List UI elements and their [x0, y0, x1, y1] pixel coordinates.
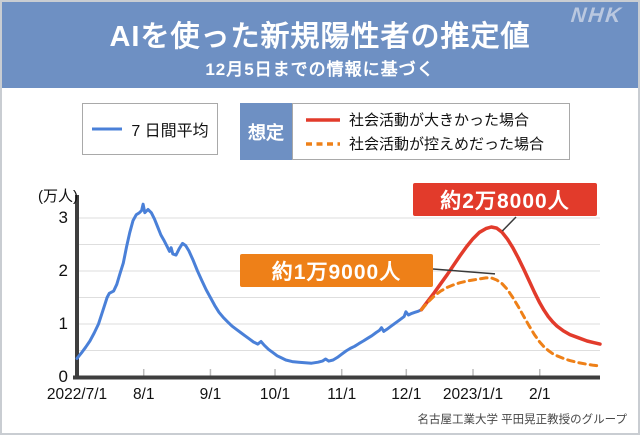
scenario-entries: 社会活動が大きかった場合 社会活動が控えめだった場合: [292, 103, 570, 160]
source-credit: 名古屋工業大学 平田晃正教授のグループ: [417, 414, 627, 426]
annotation-peak-low: 約1万9000人: [240, 254, 433, 287]
blue-line-swatch-icon: [92, 127, 123, 131]
x-tick-label: 2023/1/1: [442, 386, 504, 403]
y-tick-label: 3: [58, 208, 68, 227]
y-axis-unit-label: (万人): [38, 188, 78, 205]
series-line-1: [419, 225, 602, 346]
annotation-peak-high: 約2万8000人: [413, 183, 597, 216]
series-line-0: [75, 202, 423, 365]
orange-dashed-swatch-icon: [306, 141, 340, 146]
scenario-low-label: 社会活動が控えめだった場合: [349, 136, 545, 153]
x-tick-label: 9/1: [199, 386, 222, 403]
y-tick-label: 1: [58, 314, 68, 333]
x-tick-label: 2022/7/1: [46, 386, 108, 403]
x-tick-label: 10/1: [259, 386, 291, 403]
scenario-tag: 想定: [240, 103, 292, 160]
x-tick-label: 2/1: [528, 386, 551, 403]
header-band: AIを使った新規陽性者の推定値 12月5日までの情報に基づく NHK: [2, 2, 638, 88]
x-tick-label: 12/1: [391, 386, 422, 403]
scenario-row-high: 社会活動が大きかった場合: [305, 109, 569, 130]
series-line-2: [419, 276, 602, 368]
page-title: AIを使った新規陽性者の推定値: [109, 21, 531, 53]
legend-average-label: 7 日間平均: [131, 123, 209, 140]
red-line-swatch-icon: [306, 117, 340, 122]
x-tick-label: 8/1: [132, 386, 155, 403]
page-subtitle: 12月5日までの情報に基づく: [205, 60, 435, 79]
scenario-row-low: 社会活動が控えめだった場合: [305, 133, 569, 154]
x-tick-label: 11/1: [327, 386, 357, 403]
y-tick-label: 2: [58, 261, 68, 280]
y-tick-label: 0: [58, 367, 68, 386]
legend-scenarios: 想定 社会活動が大きかった場合 社会活動が控えめだった場合: [240, 103, 570, 160]
scenario-high-label: 社会活動が大きかった場合: [349, 112, 530, 129]
legend-average: 7 日間平均: [82, 103, 218, 155]
